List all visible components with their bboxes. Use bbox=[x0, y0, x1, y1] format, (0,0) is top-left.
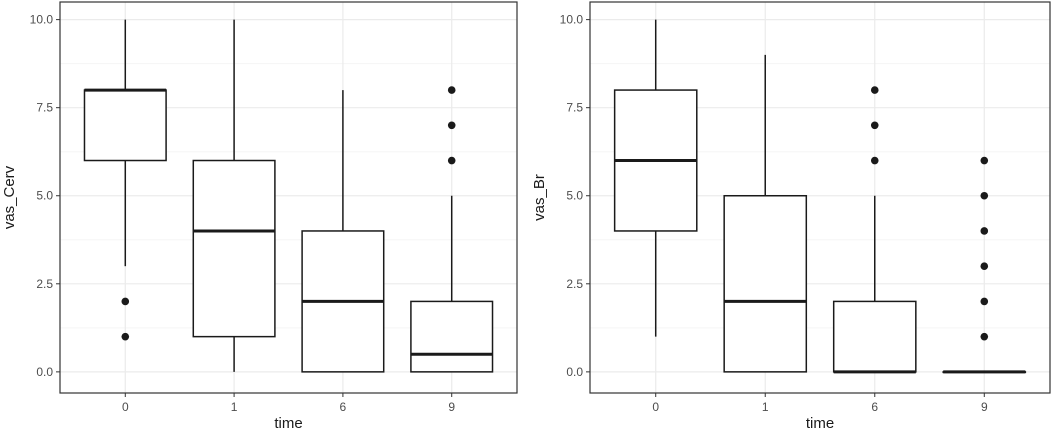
box-iqr bbox=[192, 159, 276, 338]
x-tick-label: 0 bbox=[122, 400, 129, 414]
x-axis-title: time bbox=[806, 415, 834, 431]
outlier-point bbox=[980, 332, 989, 341]
outlier-point bbox=[447, 86, 456, 94]
box-iqr bbox=[83, 89, 167, 162]
x-axis-title: time bbox=[274, 415, 302, 431]
y-tick-label: 2.5 bbox=[566, 277, 583, 291]
box-0 bbox=[83, 19, 167, 341]
box-1 bbox=[723, 54, 808, 373]
y-tick-label: 7.5 bbox=[566, 101, 583, 115]
box-9 bbox=[410, 86, 494, 373]
box-iqr bbox=[410, 300, 494, 373]
x-tick-label: 0 bbox=[652, 400, 659, 414]
outlier-point bbox=[447, 156, 456, 165]
outlier-point bbox=[980, 297, 989, 306]
outlier-point bbox=[870, 156, 879, 165]
y-axis-title: vas_Cerv bbox=[1, 165, 18, 229]
outlier-point bbox=[980, 262, 989, 270]
y-tick-label: 0.0 bbox=[36, 365, 53, 379]
outlier-point bbox=[447, 121, 456, 130]
box-6 bbox=[832, 86, 917, 374]
box-0 bbox=[613, 19, 698, 337]
x-tick-label: 6 bbox=[871, 400, 878, 414]
panel-border bbox=[589, 1, 1051, 394]
box-6 bbox=[301, 90, 385, 373]
y-tick-label: 0.0 bbox=[566, 365, 583, 379]
y-tick-label: 5.0 bbox=[36, 189, 53, 203]
y-tick-label: 10.0 bbox=[560, 13, 584, 27]
chart-panel-2: 0.0 2.5 5.0 7.5 10.0 0 1 6 9 time vas_Br bbox=[531, 1, 1051, 431]
chart-panel-1: 0.0 2.5 5.0 7.5 10.0 0 1 6 9 time vas_Cerv bbox=[1, 1, 518, 431]
outlier-point bbox=[870, 86, 879, 94]
y-tick-label: 2.5 bbox=[36, 277, 53, 291]
x-tick-label: 9 bbox=[981, 400, 988, 414]
x-tick-label: 1 bbox=[762, 400, 769, 414]
x-tick-label: 9 bbox=[448, 400, 455, 414]
y-tick-label: 5.0 bbox=[566, 189, 583, 203]
outlier-point bbox=[870, 121, 879, 130]
outlier-point bbox=[980, 227, 989, 235]
box-1 bbox=[192, 19, 276, 372]
panel-border bbox=[59, 1, 518, 394]
outlier-point bbox=[121, 332, 130, 341]
x-tick-label: 1 bbox=[231, 400, 238, 414]
y-tick-label: 7.5 bbox=[36, 101, 53, 115]
box-iqr bbox=[723, 194, 808, 373]
outlier-point bbox=[980, 156, 989, 165]
box-9 bbox=[942, 156, 1027, 374]
y-axis-title: vas_Br bbox=[531, 174, 548, 221]
y-tick-label: 10.0 bbox=[30, 13, 54, 27]
x-tick-label: 6 bbox=[340, 400, 347, 414]
box-iqr bbox=[832, 300, 917, 373]
outlier-point bbox=[121, 297, 130, 306]
outlier-point bbox=[980, 191, 989, 200]
